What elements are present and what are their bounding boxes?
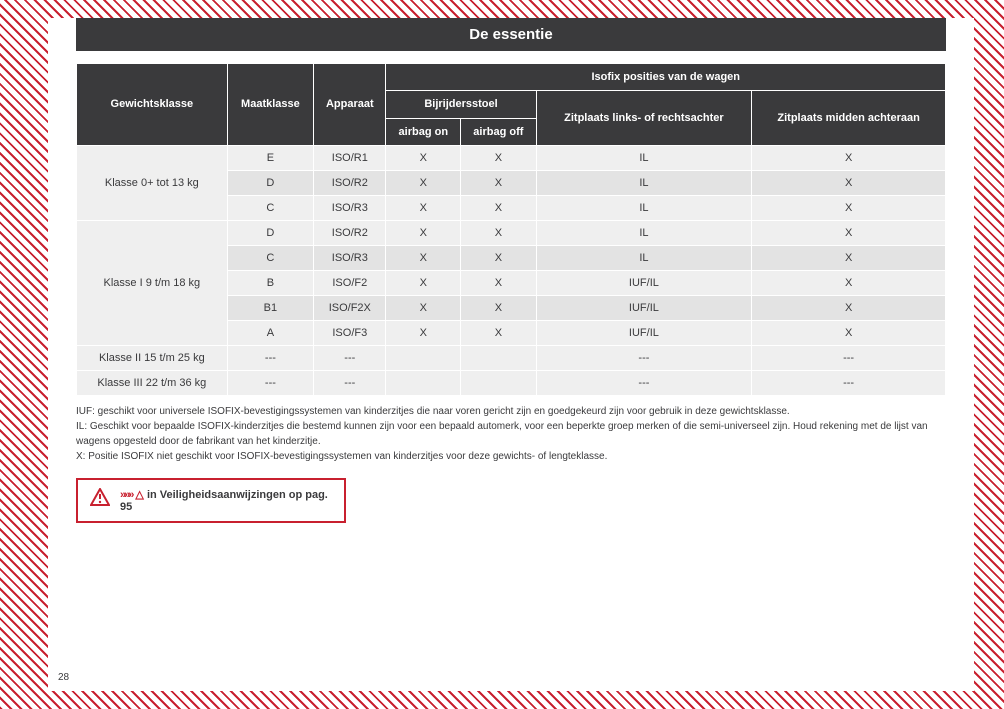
th-isofix-group: Isofix posities van de wagen xyxy=(386,64,945,90)
cell-app: ISO/R2 xyxy=(314,221,385,245)
cell-maat: B1 xyxy=(228,296,313,320)
triangle-icon: △ xyxy=(135,489,143,501)
cell-app: --- xyxy=(314,371,385,395)
cell-rear: --- xyxy=(537,346,752,370)
th-airbag-on: airbag on xyxy=(386,119,460,145)
cell-maat: E xyxy=(228,146,313,170)
chevron-icon: »»» xyxy=(120,489,132,501)
legend-il: IL: Geschikt voor bepaalde ISOFIX-kinder… xyxy=(76,419,946,449)
cell-rear: IUF/IL xyxy=(537,296,752,320)
page-number: 28 xyxy=(54,670,73,685)
th-apparaat: Apparaat xyxy=(314,64,385,145)
cell-maat: D xyxy=(228,171,313,195)
cell-rear: IL xyxy=(537,221,752,245)
th-maatklasse: Maatklasse xyxy=(228,64,313,145)
cell-rear: --- xyxy=(537,371,752,395)
cell-off: X xyxy=(461,171,535,195)
cell-on: X xyxy=(386,271,460,295)
cell-mid: X xyxy=(752,171,945,195)
cell-app: ISO/F2X xyxy=(314,296,385,320)
row-group-label: Klasse III 22 t/m 36 kg xyxy=(77,371,227,395)
cell-mid: X xyxy=(752,196,945,220)
cell-on xyxy=(386,346,460,370)
cell-off: X xyxy=(461,196,535,220)
legend-iuf: IUF: geschikt voor universele ISOFIX-bev… xyxy=(76,404,946,419)
cell-on: X xyxy=(386,221,460,245)
cell-maat: --- xyxy=(228,346,313,370)
cell-off: X xyxy=(461,146,535,170)
th-midden: Zitplaats midden achteraan xyxy=(752,91,945,145)
cell-mid: X xyxy=(752,296,945,320)
cell-rear: IUF/IL xyxy=(537,321,752,345)
cell-mid: --- xyxy=(752,346,945,370)
cell-app: ISO/F2 xyxy=(314,271,385,295)
cell-rear: IL xyxy=(537,196,752,220)
main-content: Gewichtsklasse Maatklasse Apparaat Isofi… xyxy=(48,63,974,523)
cell-mid: --- xyxy=(752,371,945,395)
cell-mid: X xyxy=(752,271,945,295)
warning-box: »»» △ in Veiligheidsaanwijzingen op pag.… xyxy=(76,478,346,523)
cell-off xyxy=(461,346,535,370)
cell-off: X xyxy=(461,271,535,295)
th-gewichtsklasse: Gewichtsklasse xyxy=(77,64,227,145)
cell-off: X xyxy=(461,321,535,345)
cell-on: X xyxy=(386,296,460,320)
cell-on: X xyxy=(386,196,460,220)
row-group-label: Klasse 0+ tot 13 kg xyxy=(77,146,227,220)
cell-mid: X xyxy=(752,321,945,345)
page-container: De essentie Gewichtsklasse Maatklasse Ap… xyxy=(48,18,974,691)
row-group-label: Klasse II 15 t/m 25 kg xyxy=(77,346,227,370)
cell-maat: A xyxy=(228,321,313,345)
th-airbag-off: airbag off xyxy=(461,119,535,145)
cell-mid: X xyxy=(752,246,945,270)
isofix-table: Gewichtsklasse Maatklasse Apparaat Isofi… xyxy=(76,63,946,396)
cell-on xyxy=(386,371,460,395)
cell-maat: C xyxy=(228,196,313,220)
page-title: De essentie xyxy=(76,18,946,51)
cell-maat: C xyxy=(228,246,313,270)
cell-maat: D xyxy=(228,221,313,245)
cell-off: X xyxy=(461,221,535,245)
cell-app: ISO/F3 xyxy=(314,321,385,345)
legend: IUF: geschikt voor universele ISOFIX-bev… xyxy=(76,404,946,464)
cell-app: ISO/R1 xyxy=(314,146,385,170)
warning-text: »»» △ in Veiligheidsaanwijzingen op pag.… xyxy=(120,488,332,513)
cell-on: X xyxy=(386,171,460,195)
cell-app: --- xyxy=(314,346,385,370)
th-links-rechts: Zitplaats links- of rechtsachter xyxy=(537,91,752,145)
row-group-label: Klasse I 9 t/m 18 kg xyxy=(77,221,227,345)
cell-rear: IL xyxy=(537,171,752,195)
warning-icon xyxy=(90,488,110,509)
cell-on: X xyxy=(386,146,460,170)
cell-off xyxy=(461,371,535,395)
legend-x: X: Positie ISOFIX niet geschikt voor ISO… xyxy=(76,449,946,464)
cell-rear: IL xyxy=(537,146,752,170)
cell-mid: X xyxy=(752,146,945,170)
cell-maat: B xyxy=(228,271,313,295)
cell-on: X xyxy=(386,321,460,345)
cell-off: X xyxy=(461,246,535,270)
cell-rear: IUF/IL xyxy=(537,271,752,295)
th-bijrijdersstoel: Bijrijdersstoel xyxy=(386,91,535,117)
cell-on: X xyxy=(386,246,460,270)
cell-mid: X xyxy=(752,221,945,245)
cell-app: ISO/R3 xyxy=(314,246,385,270)
cell-rear: IL xyxy=(537,246,752,270)
cell-maat: --- xyxy=(228,371,313,395)
cell-off: X xyxy=(461,296,535,320)
cell-app: ISO/R2 xyxy=(314,171,385,195)
cell-app: ISO/R3 xyxy=(314,196,385,220)
